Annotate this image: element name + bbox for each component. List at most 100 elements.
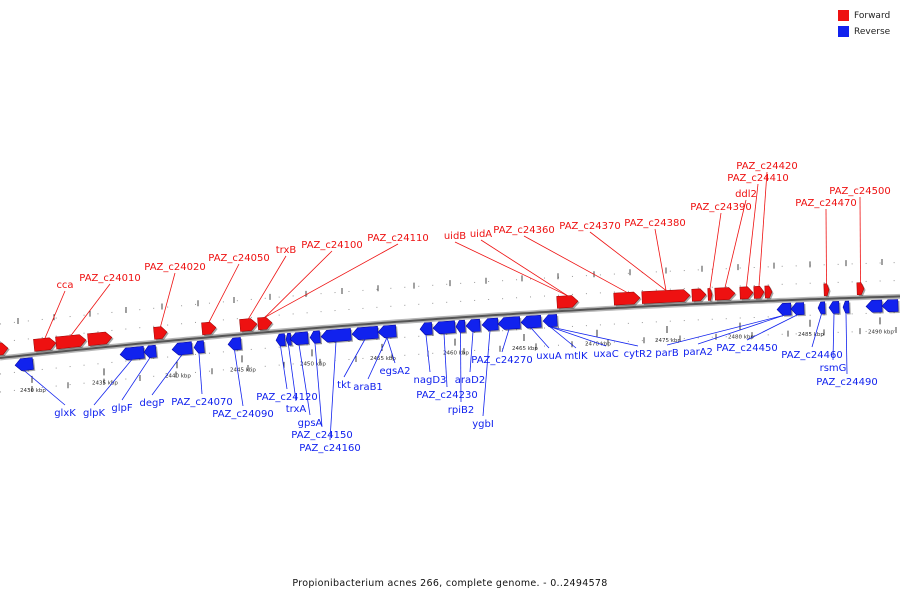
gene-fwd-3 <box>87 331 114 348</box>
label-rev-14-leader <box>425 334 431 373</box>
gene-fwd-18 <box>856 282 866 297</box>
label-rev-9-leader <box>314 343 323 428</box>
gene-rev-22 <box>790 302 806 317</box>
gene-arrow <box>707 288 713 301</box>
label-rev-19: PAZ_c24270 <box>471 355 532 366</box>
gene-fwd-12 <box>707 288 714 302</box>
label-rev-16-leader <box>460 332 462 403</box>
label-fwd-8-leader <box>480 239 568 297</box>
gene-arrow <box>275 333 286 347</box>
label-fwd-2-leader <box>160 272 176 327</box>
gene-arrow <box>714 287 736 301</box>
gene-rev-9 <box>309 330 323 345</box>
label-fwd-6-leader <box>264 243 399 318</box>
gene-arrow <box>776 302 792 316</box>
gene-arrow <box>641 289 691 304</box>
gene-arrow <box>691 288 707 302</box>
label-fwd-1-leader <box>70 283 111 336</box>
label-fwd-17-leader <box>859 196 861 283</box>
label-rev-5-leader <box>234 349 244 407</box>
gene-fwd-17 <box>823 283 831 298</box>
gene-arrow <box>171 341 193 356</box>
scale-label: 2460 kbp <box>443 351 469 357</box>
scale-label: 2475 kbp <box>655 338 681 344</box>
gene-fwd-6 <box>239 318 259 333</box>
gene-rev-13 <box>419 322 435 337</box>
scale-label: 2465 kbp <box>512 346 538 352</box>
label-fwd-15: PAZ_c24420 <box>736 161 797 172</box>
label-fwd-8: uidA <box>470 229 492 240</box>
scale-label: 2450 kbp <box>300 361 326 367</box>
gene-fwd-11 <box>691 288 708 303</box>
label-rev-28-leader <box>832 313 835 361</box>
label-rev-21-leader <box>549 326 577 349</box>
label-rev-14: nagD3 <box>414 375 447 386</box>
gene-arrow <box>153 326 168 340</box>
gene-arrow <box>227 337 242 351</box>
gene-arrow <box>865 299 883 313</box>
label-fwd-9: PAZ_c24360 <box>493 225 554 236</box>
label-rev-11: tkt <box>337 380 351 391</box>
label-rev-22-leader <box>549 326 607 347</box>
gene-rev-12 <box>377 324 399 340</box>
gene-rev-16 <box>465 318 482 334</box>
label-rev-1: glpK <box>83 408 105 419</box>
label-rev-26-leader <box>746 314 798 341</box>
gene-arrow <box>55 334 87 350</box>
gene-fwd-5 <box>201 321 218 337</box>
label-rev-15: PAZ_c24230 <box>416 390 477 401</box>
label-fwd-5-leader <box>264 250 333 318</box>
label-rev-2: glpF <box>111 403 132 414</box>
gene-arrow <box>828 301 840 314</box>
scale-label: 2480 kbp <box>728 335 754 341</box>
legend: Forward Reverse <box>838 8 898 40</box>
label-fwd-11: PAZ_c24380 <box>624 218 685 229</box>
reverse-swatch <box>838 26 849 37</box>
gene-arrow <box>542 314 558 328</box>
gene-fwd-10 <box>641 289 692 306</box>
label-rev-16: rpiB2 <box>448 405 474 416</box>
label-rev-22: uxaC <box>593 349 618 360</box>
gene-arrow <box>842 300 850 314</box>
label-fwd-11-leader <box>654 228 667 291</box>
legend-reverse-label: Reverse <box>854 26 891 37</box>
label-rev-29-leader <box>845 313 848 375</box>
label-fwd-6: PAZ_c24110 <box>367 233 428 244</box>
label-rev-12-leader <box>367 337 388 380</box>
gene-rev-1 <box>119 346 147 362</box>
gene-arrow <box>201 321 217 336</box>
label-rev-26: PAZ_c24450 <box>716 343 777 354</box>
gene-rev-24 <box>828 301 841 315</box>
gene-rev-20 <box>542 314 559 329</box>
label-fwd-12-leader <box>709 212 722 289</box>
gene-arrow <box>377 324 397 339</box>
label-rev-21: mtlK <box>565 351 588 362</box>
gene-rev-3 <box>171 341 195 357</box>
gene-rev-27 <box>881 299 900 314</box>
legend-forward: Forward <box>838 8 898 23</box>
label-rev-6-leader <box>280 345 288 390</box>
label-rev-6: PAZ_c24120 <box>256 392 317 403</box>
label-rev-0: glxK <box>54 408 76 419</box>
gene-fwd-9 <box>613 291 642 307</box>
label-fwd-4: trxB <box>276 245 297 256</box>
label-fwd-13: ddl2 <box>735 189 757 200</box>
gene-arrow <box>465 318 481 332</box>
gene-rev-18 <box>497 316 522 331</box>
label-rev-0-leader <box>23 370 66 406</box>
label-fwd-5: PAZ_c24100 <box>301 240 362 251</box>
scale-label: 2490 kbp <box>868 329 894 335</box>
label-rev-11-leader <box>343 339 366 378</box>
gene-arrow <box>309 330 321 344</box>
label-rev-10-leader <box>329 341 337 441</box>
label-rev-12: araB1 <box>353 382 383 393</box>
label-fwd-15-leader <box>758 171 768 287</box>
label-rev-17-leader <box>469 331 474 373</box>
label-rev-4: PAZ_c24070 <box>171 397 232 408</box>
gene-arrow <box>739 286 754 300</box>
gene-arrow <box>455 319 466 333</box>
scale-label: 2455 kbp <box>370 356 396 362</box>
forward-swatch <box>838 10 849 21</box>
